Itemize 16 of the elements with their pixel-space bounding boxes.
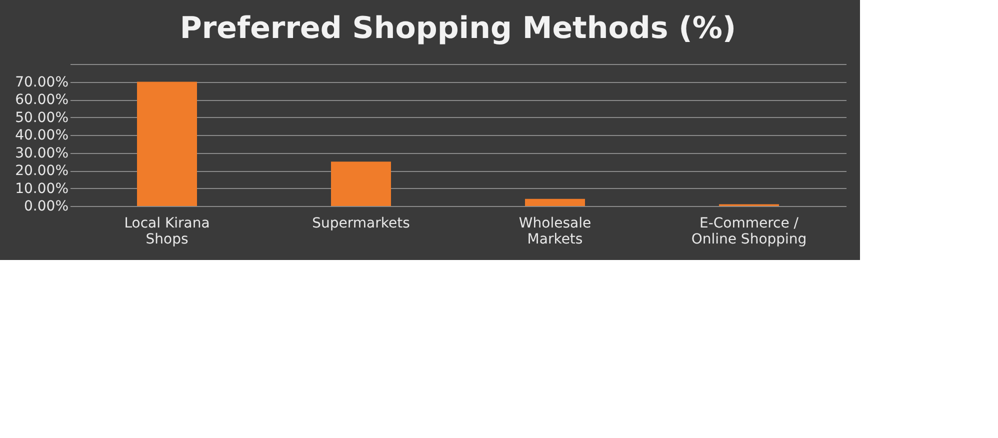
bar	[137, 82, 197, 206]
chart-title: Preferred Shopping Methods (%)	[180, 11, 736, 46]
bar	[525, 198, 585, 206]
bar	[331, 162, 391, 206]
y-tick-label: 50.00%	[15, 110, 68, 126]
x-tick-label: E-Commerce / Online Shopping	[691, 216, 807, 248]
y-tick-label: 30.00%	[15, 145, 68, 162]
y-tick-label: 60.00%	[15, 92, 68, 108]
y-tick-label: 10.00%	[15, 180, 68, 197]
y-tick-label: 40.00%	[15, 128, 68, 144]
y-tick-label: 20.00%	[15, 163, 68, 179]
y-tick-label: 70.00%	[15, 74, 68, 90]
x-tick-label: Supermarkets	[312, 216, 410, 232]
x-tick-label: Local Kirana Shops	[124, 216, 210, 248]
y-tick-label: 0.00%	[24, 198, 68, 214]
x-tick-label: Wholesale Markets	[518, 216, 592, 248]
